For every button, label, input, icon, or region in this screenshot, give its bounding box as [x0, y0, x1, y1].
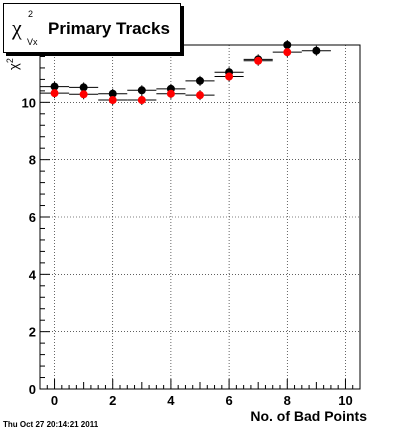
- y-tick-label: 8: [29, 153, 36, 168]
- y-tick-label: 6: [29, 210, 36, 225]
- data-point: [137, 86, 146, 95]
- data-point: [79, 83, 88, 92]
- x-axis-label: No. of Bad Points: [250, 408, 367, 424]
- data-point: [196, 76, 204, 85]
- x-tick-label: 4: [167, 393, 175, 408]
- y-tick-label: 10: [22, 95, 36, 110]
- data-point: [50, 89, 59, 98]
- data-point: [225, 72, 234, 81]
- title-chi: χ: [11, 15, 22, 40]
- data-point: [283, 48, 292, 57]
- title-chi-sub: Vx: [27, 37, 38, 47]
- x-tick-label: 8: [284, 393, 291, 408]
- data-point: [108, 96, 117, 105]
- data-point: [166, 89, 175, 98]
- data-point: [254, 56, 263, 65]
- axis-ticks: [39, 44, 361, 390]
- data-point: [50, 82, 59, 91]
- y-tick-label: 0: [29, 382, 36, 397]
- y-tick-label: 2: [29, 325, 36, 340]
- tick-labels: 0 2 4 6 8 10 0 2 4 6 8 10: [22, 95, 353, 408]
- timestamp: Thu Oct 27 20:14:21 2011: [3, 420, 99, 429]
- data-point: [312, 46, 321, 55]
- data-point: [108, 89, 117, 98]
- x-tick-label: 2: [109, 393, 116, 408]
- series-1: [40, 47, 302, 106]
- x-tick-label: 0: [51, 393, 58, 408]
- title-box: χ 2 Vx Primary Tracks: [3, 3, 181, 53]
- data-point: [137, 96, 146, 105]
- y-tick-label: 4: [29, 267, 37, 282]
- data-point: [79, 90, 88, 99]
- data-points: [40, 40, 331, 106]
- chart-title: Primary Tracks: [48, 19, 170, 38]
- series-0: [40, 40, 331, 99]
- x-tick-label: 6: [225, 393, 232, 408]
- title-chi-sup: 2: [28, 9, 33, 19]
- title-symbol: χ 2 Vx: [11, 9, 38, 47]
- data-point: [283, 41, 292, 49]
- data-point: [196, 91, 204, 100]
- x-tick-label: 10: [338, 393, 352, 408]
- y-axis-label: χ2: [5, 58, 21, 70]
